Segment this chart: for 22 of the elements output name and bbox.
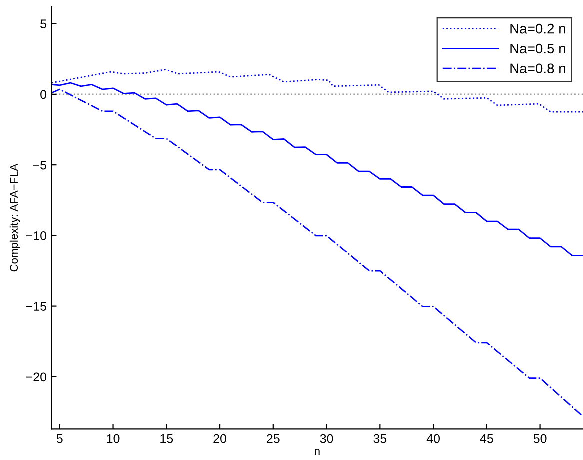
- y-tick-label: −10: [26, 231, 47, 240]
- y-tick-label: −15: [26, 302, 46, 311]
- x-tick-label: 50: [534, 434, 547, 444]
- line-series: [52, 88, 583, 418]
- legend-label: Na=0.2 n: [510, 24, 566, 34]
- legend-label: Na=0.8 n: [510, 64, 566, 74]
- x-tick-label: 10: [107, 434, 120, 444]
- x-tick-label: 30: [320, 434, 334, 444]
- y-tick-label: −20: [26, 372, 47, 382]
- x-tick-label: 5: [56, 434, 63, 444]
- x-tick-label: 45: [480, 434, 494, 444]
- y-axis-title: Complexity: AFA−FLA: [10, 164, 20, 272]
- x-tick-label: 40: [426, 434, 440, 444]
- y-tick-label: 0: [40, 90, 47, 100]
- x-tick-label: 35: [374, 434, 387, 444]
- y-tick-label: 5: [40, 20, 46, 28]
- legend-label: Na=0.5 n: [510, 44, 566, 54]
- x-axis-title: n: [315, 449, 320, 456]
- x-tick-label: 20: [214, 434, 226, 444]
- x-tick-label: 25: [267, 434, 280, 444]
- y-tick-label: −5: [33, 161, 46, 170]
- x-tick-label: 15: [160, 434, 174, 444]
